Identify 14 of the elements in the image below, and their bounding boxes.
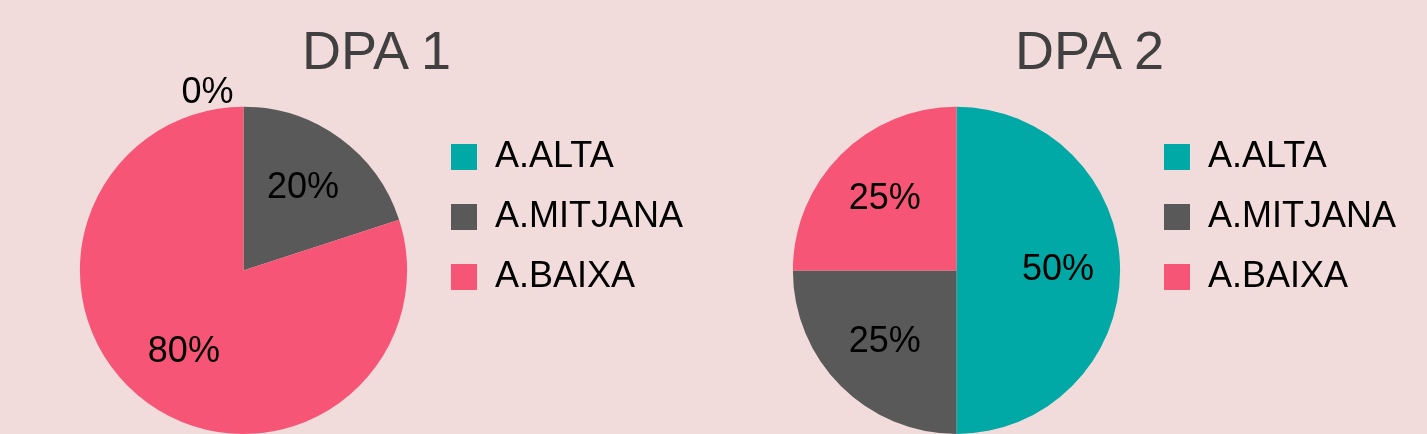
data-label: 80% [147,329,220,371]
legend-label: A.ALTA [494,133,614,175]
data-label: 50% [1021,247,1094,289]
chart-title: DPA 2 [1014,20,1165,81]
legend-label: A.MITJANA [494,193,683,235]
text: 0% [181,69,234,111]
legend-label: A.ALTA [1207,133,1327,175]
legend-label: A.BAIXA [494,253,636,295]
data-label: 25% [848,319,921,361]
data-label: 20% [267,165,340,207]
legend-label: A.MITJANA [1207,193,1396,235]
data-label: 25% [848,175,921,217]
legend-label: A.BAIXA [1207,253,1349,295]
chart-title: DPA 1 [301,20,452,81]
